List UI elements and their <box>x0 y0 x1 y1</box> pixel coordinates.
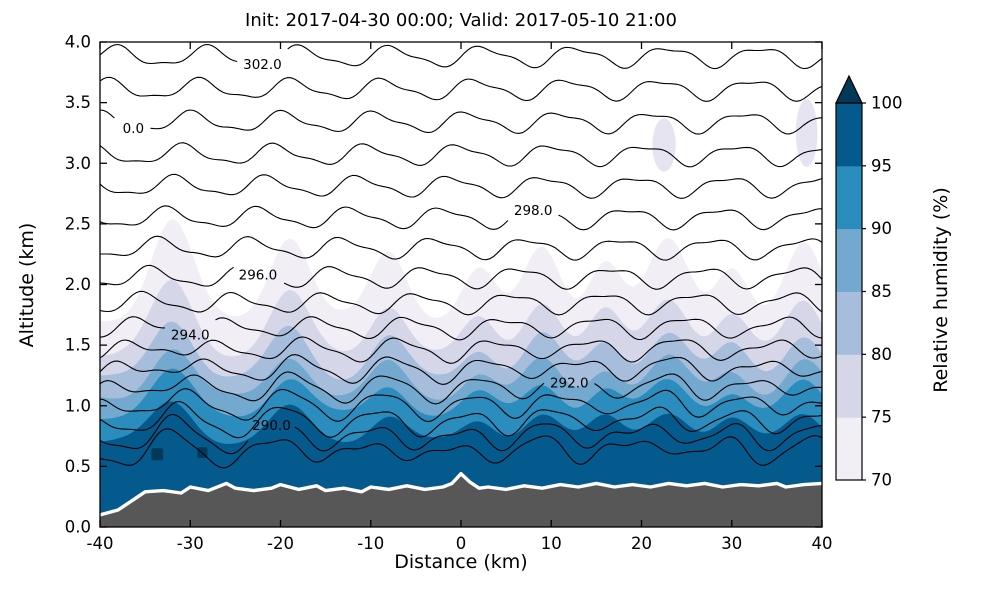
max-rh-patch-0 <box>151 448 164 461</box>
x-tick-label: 10 <box>541 534 562 553</box>
contour-line-10 <box>100 336 822 364</box>
y-axis-label: Altitude (km) <box>16 222 38 348</box>
contour-line-14 <box>100 400 822 439</box>
x-tick-label: -10 <box>357 534 384 553</box>
contour-line-2 <box>100 109 822 135</box>
colorbar-segment-75 <box>836 354 862 418</box>
x-tick-label: -30 <box>177 534 204 553</box>
colorbar-label: Relative humidity (%) <box>930 187 952 393</box>
plot-title: Init: 2017-04-30 00:00; Valid: 2017-05-1… <box>245 10 677 31</box>
contour-line-1 <box>100 76 822 102</box>
contour-label: 298.0 <box>514 203 553 219</box>
contour-label: 290.0 <box>252 418 291 434</box>
contour-line-13 <box>100 388 822 423</box>
colorbar-tick-label: 95 <box>871 156 892 175</box>
x-tick-label: -40 <box>87 534 114 553</box>
contour-line-4 <box>100 173 822 199</box>
contour-line-16 <box>100 428 822 469</box>
colorbar-tick-label: 70 <box>871 471 892 490</box>
contour-line-6 <box>100 235 822 261</box>
high-rh-blob-0 <box>652 118 676 172</box>
colorbar-segment-80 <box>836 291 862 355</box>
colorbar-tick-label: 90 <box>871 219 892 238</box>
contour-line-0 <box>100 43 822 70</box>
y-tick-label: 1.0 <box>65 396 91 415</box>
contour-line-11 <box>100 354 822 385</box>
colorbar-tick-label: 100 <box>871 94 903 113</box>
y-tick-label: 3.5 <box>65 93 91 112</box>
contour-line-3 <box>100 142 822 168</box>
colorbar-tick-label: 75 <box>871 408 892 427</box>
x-tick-label: 30 <box>721 534 742 553</box>
surface-line <box>100 472 822 517</box>
y-tick-label: 0.5 <box>65 457 91 476</box>
y-tick-label: 0.0 <box>65 518 91 537</box>
y-tick-label: 3.0 <box>65 154 91 173</box>
colorbar-segment-95 <box>836 103 862 167</box>
colorbar-segment-90 <box>836 165 862 230</box>
y-tick-label: 1.5 <box>65 336 91 355</box>
colorbar-segment-85 <box>836 228 862 292</box>
contour-line-8 <box>100 290 822 316</box>
x-tick-label: 20 <box>631 534 652 553</box>
contour-line-15 <box>100 413 822 455</box>
colorbar-tick-label: 80 <box>871 345 892 364</box>
contour-label: 294.0 <box>171 328 210 344</box>
colorbar-segment-70 <box>836 417 862 481</box>
contour-line-5 <box>100 205 822 231</box>
y-tick-label: 4.0 <box>65 33 91 52</box>
contour-line-7 <box>100 264 822 290</box>
y-tick-label: 2.0 <box>65 275 91 294</box>
y-tick-label: 2.5 <box>65 214 91 233</box>
x-axis-label: Distance (km) <box>394 551 528 573</box>
x-tick-label: -20 <box>267 534 294 553</box>
contour-label: 296.0 <box>239 268 278 284</box>
x-tick-label: 40 <box>812 534 833 553</box>
contour-label: 0.0 <box>123 121 144 137</box>
contour-line-9 <box>100 316 822 341</box>
colorbar-tick-label: 85 <box>871 282 892 301</box>
contour-line-12 <box>100 371 822 405</box>
plot-area: 302.0 0.0 298.0 296.0 294.0 292.0 290.0 <box>100 43 822 527</box>
contour-label: 302.0 <box>243 57 282 73</box>
x-tick-label: 0 <box>456 534 467 553</box>
high-rh-blob-1 <box>795 98 818 167</box>
contour-label: 292.0 <box>550 375 589 391</box>
colorbar-extend-arrow <box>835 74 863 104</box>
